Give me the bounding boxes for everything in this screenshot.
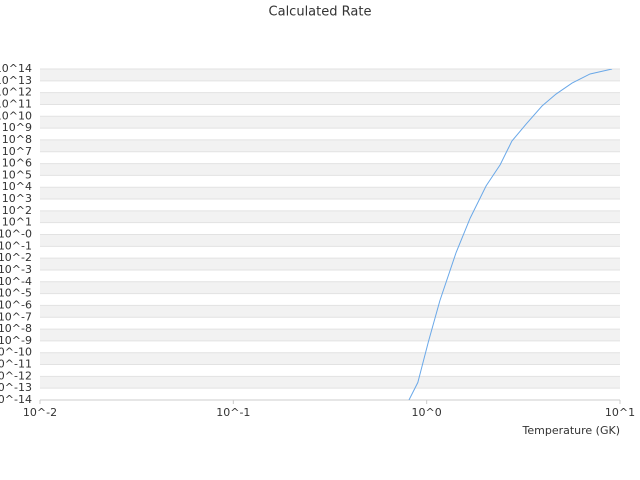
y-tick-label: 10^-9 — [0, 334, 32, 347]
y-tick-label: 10^8 — [2, 133, 32, 146]
y-tick-label: 10^-13 — [0, 381, 32, 394]
y-tick-label: 10^3 — [2, 192, 32, 205]
series-line — [408, 69, 613, 400]
grid-band — [40, 163, 620, 176]
grid-band — [40, 116, 620, 129]
grid-band — [40, 210, 620, 223]
x-tick-label: 10^1 — [605, 406, 635, 419]
y-tick-label: 10^-1 — [0, 239, 32, 252]
grid-band — [40, 352, 620, 365]
y-tick-label: 10^-14 — [0, 393, 32, 406]
y-tick-label: 10^12 — [0, 86, 32, 99]
grid-band — [40, 305, 620, 318]
y-tick-label: 10^-6 — [0, 298, 32, 311]
y-tick-label: 10^14 — [0, 62, 32, 75]
y-tick-label: 10^-0 — [0, 228, 32, 241]
grid-band — [40, 92, 620, 105]
y-tick-label: 10^6 — [2, 157, 32, 170]
y-tick-label: 10^-8 — [0, 322, 32, 335]
y-tick-label: 10^-7 — [0, 310, 32, 323]
y-tick-label: 10^4 — [2, 180, 32, 193]
y-tick-label: 10^9 — [2, 121, 32, 134]
x-tick-label: 10^-2 — [23, 406, 57, 419]
x-tick-label: 10^-1 — [216, 406, 250, 419]
y-tick-label: 10^2 — [2, 204, 32, 217]
grid-band — [40, 139, 620, 152]
y-tick-label: 10^7 — [2, 145, 32, 158]
grid-band — [40, 187, 620, 200]
x-axis-label: Temperature (GK) — [522, 424, 621, 437]
grid-band — [40, 234, 620, 247]
y-tick-label: 10^-5 — [0, 287, 32, 300]
y-tick-label: 10^-10 — [0, 346, 32, 359]
grid-band — [40, 258, 620, 270]
y-tick-label: 10^-11 — [0, 358, 32, 371]
y-tick-label: 10^-2 — [0, 251, 32, 264]
y-tick-label: 10^-3 — [0, 263, 32, 276]
grid-band — [40, 329, 620, 341]
chart-title: Calculated Rate — [269, 5, 372, 20]
y-tick-label: 10^-4 — [0, 275, 32, 288]
y-tick-label: 10^11 — [0, 97, 32, 110]
y-tick-label: 10^5 — [2, 168, 32, 181]
x-tick-label: 10^0 — [412, 406, 442, 419]
grid-band — [40, 69, 620, 81]
y-tick-label: 10^10 — [0, 109, 32, 122]
grid-band — [40, 376, 620, 389]
y-tick-label: 10^13 — [0, 74, 32, 87]
grid-band — [40, 281, 620, 294]
y-tick-label: 10^1 — [2, 216, 32, 229]
y-tick-label: 10^-12 — [0, 369, 32, 382]
